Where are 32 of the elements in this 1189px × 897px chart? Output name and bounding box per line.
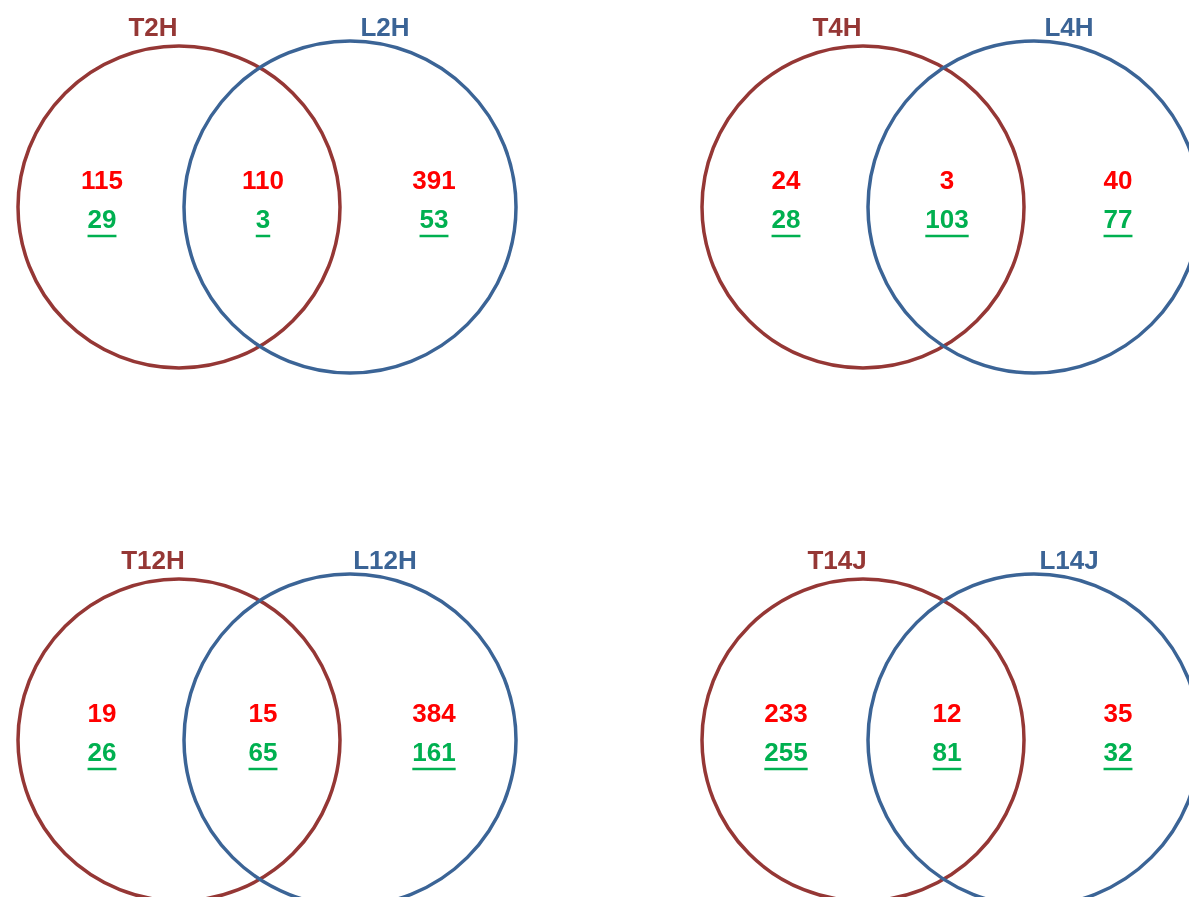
data-label: 24 — [771, 165, 801, 196]
data-label: 40 — [1103, 165, 1133, 196]
category-label: T2H — [128, 12, 178, 43]
text: 65 — [248, 737, 278, 768]
category-label: T4H — [812, 12, 862, 43]
text: 12 — [932, 698, 962, 729]
data-label: 29 — [87, 204, 117, 235]
category-label: T12H — [121, 545, 185, 576]
category-label: L4H — [1044, 12, 1094, 43]
data-label: 233 — [764, 698, 808, 729]
text: 3 — [255, 204, 271, 235]
text: 81 — [932, 737, 962, 768]
data-label: 77 — [1103, 204, 1133, 235]
data-label: 28 — [771, 204, 801, 235]
data-label: 19 — [87, 698, 117, 729]
category-label: L14J — [1039, 545, 1099, 576]
text: 15 — [248, 698, 278, 729]
text: 103 — [925, 204, 969, 235]
category-label: L2H — [360, 12, 410, 43]
data-label: 53 — [419, 204, 449, 235]
data-label: 161 — [412, 737, 456, 768]
data-label: 35 — [1103, 698, 1133, 729]
text: 110 — [242, 165, 284, 196]
category-label: T14J — [807, 545, 867, 576]
data-label: 384 — [412, 698, 457, 729]
data-label: 32 — [1103, 737, 1133, 768]
data-label: 391 — [412, 165, 456, 196]
data-label: 26 — [87, 737, 117, 768]
data-label: 115 — [81, 165, 123, 196]
category-label: L12H — [353, 545, 417, 576]
text: 3 — [939, 165, 955, 196]
data-label: 255 — [764, 737, 808, 768]
